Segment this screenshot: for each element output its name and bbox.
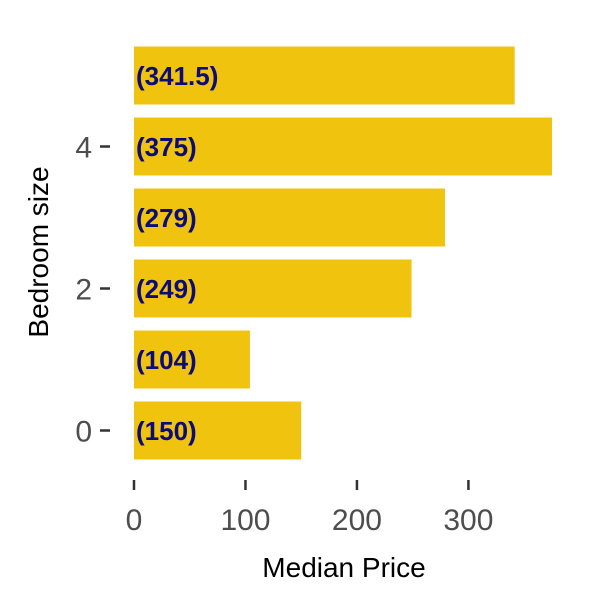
bar-label-bedroom-5: (341.5) xyxy=(136,61,218,91)
x-tick-label-100: 100 xyxy=(220,504,270,537)
y-axis: 0 2 4 xyxy=(75,132,110,449)
x-tick-label-300: 300 xyxy=(443,504,493,537)
bar-label-bedroom-4: (375) xyxy=(136,132,197,162)
bar-bedroom-5 xyxy=(134,46,515,105)
bar-bedroom-1 xyxy=(134,330,250,389)
bar-label-bedroom-3: (279) xyxy=(136,203,197,233)
x-tick-label-0: 0 xyxy=(126,504,143,537)
bar-bedroom-2 xyxy=(134,259,412,318)
x-axis: 0 100 200 300 xyxy=(126,480,493,537)
bar-labels-layer: (150) (104) (249) (279) (375) (341.5) xyxy=(136,61,218,446)
bar-label-bedroom-2: (249) xyxy=(136,274,197,304)
y-tick-label-0: 0 xyxy=(75,416,92,449)
bar-bedroom-4 xyxy=(134,117,553,176)
y-tick-label-2: 2 xyxy=(75,274,92,307)
x-tick-label-200: 200 xyxy=(332,504,382,537)
bar-bedroom-3 xyxy=(134,188,446,247)
y-tick-label-4: 4 xyxy=(75,132,92,165)
bar-label-bedroom-1: (104) xyxy=(136,345,197,375)
bars-layer xyxy=(134,46,553,460)
bar-label-bedroom-0: (150) xyxy=(136,416,197,446)
y-axis-title: Bedroom size xyxy=(23,166,54,337)
x-axis-title: Median Price xyxy=(262,552,425,583)
bar-bedroom-0 xyxy=(134,401,302,460)
